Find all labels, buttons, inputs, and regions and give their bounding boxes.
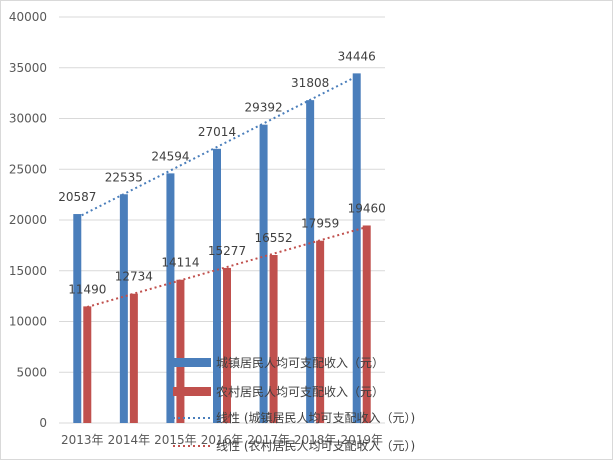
data-label: 29392 [244,101,282,115]
y-tick-label: 15000 [9,264,47,278]
x-tick-label: 2014年 [108,433,151,447]
data-label: 16552 [254,231,292,245]
x-tick-label: 2013年 [61,433,104,447]
bar [73,214,82,423]
y-tick-label: 5000 [16,365,47,379]
bar [129,293,138,423]
bar [166,173,175,423]
y-axis-ticks: 0 5000 10000 15000 20000 25000 30000 35000 40000 [9,10,47,430]
data-label: 15277 [208,244,246,258]
bar [352,73,361,423]
bar [213,148,221,423]
y-tick-label: 35000 [9,61,47,75]
bar [316,240,325,423]
bar [223,267,231,423]
data-label: 24594 [151,149,189,163]
data-label: 17959 [301,217,339,231]
bar [83,306,92,423]
bar [306,100,315,423]
bar [176,279,185,423]
legend-label: 城镇居民人均可支配收入（元） [216,356,384,370]
legend-swatch [173,358,211,367]
bar [362,225,371,423]
data-label: 31808 [291,76,329,90]
y-tick-label: 25000 [9,162,47,176]
x-tick-label: 2016年 [201,433,244,447]
gridlines [59,16,385,424]
y-tick-label: 10000 [9,315,47,329]
trendline [76,75,358,219]
data-label: 22535 [105,170,143,184]
trendlines [76,75,367,308]
data-label: 20587 [58,190,96,204]
legend-label: 农村居民人均可支配收入（元） [216,385,384,399]
data-label: 11490 [68,282,106,296]
bar [119,194,128,423]
bar [259,124,268,423]
legend-label: 线性 (城镇居民人均可支配收入（元）) [216,411,415,425]
data-label: 34446 [338,49,376,63]
y-tick-label: 0 [39,416,47,430]
y-tick-label: 40000 [9,10,47,24]
x-tick-label: 2015年 [154,433,197,447]
x-tick-label: 2017年 [247,433,290,447]
y-tick-label: 20000 [9,213,47,227]
y-tick-label: 30000 [9,112,47,126]
bar [269,254,278,423]
legend: 城镇居民人均可支配收入（元） 农村居民人均可支配收入（元） 线性 (城镇居民人均可支… [173,356,415,453]
legend-swatch [173,387,211,396]
bars [73,73,371,423]
trendline [87,226,367,308]
legend-label: 线性 (农村居民人均可支配收入（元）) [216,439,415,453]
x-tick-label: 2019年 [340,433,383,447]
data-label: 27014 [198,125,236,139]
data-label: 14114 [161,256,199,270]
data-label: 12734 [115,270,153,284]
data-labels: 20587 22535 24594 27014 29392 31808 34446 11490… [58,49,386,296]
x-tick-label: 2018年 [294,433,337,447]
x-axis-ticks: 2013年 2014年 2015年 2016年 2017年 2018年 2019年 [61,433,383,447]
data-label: 19460 [348,201,386,215]
